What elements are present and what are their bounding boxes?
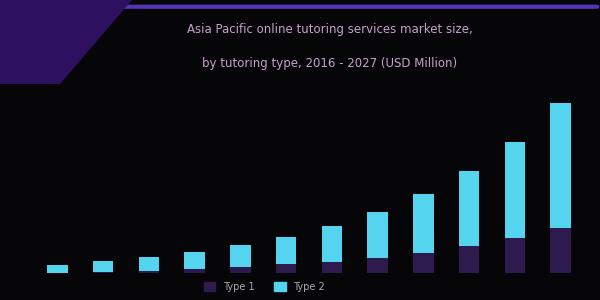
Bar [47,265,68,273]
Bar [230,245,251,267]
Bar [505,142,525,238]
Bar [459,171,479,246]
Bar [93,261,113,272]
Bar [413,253,434,276]
Text: Asia Pacific online tutoring services market size,: Asia Pacific online tutoring services ma… [187,23,473,36]
Bar [276,237,296,264]
Polygon shape [0,0,132,84]
Bar [230,267,251,276]
Bar [184,252,205,269]
Text: by tutoring type, 2016 - 2027 (USD Million): by tutoring type, 2016 - 2027 (USD Milli… [202,56,458,70]
Legend: Type 1, Type 2: Type 1, Type 2 [200,278,329,296]
Bar [276,264,296,276]
Bar [550,228,571,276]
Bar [139,257,159,271]
Bar [322,262,342,276]
Bar [47,273,68,276]
Bar [93,272,113,276]
Bar [367,258,388,276]
Bar [367,212,388,258]
Bar [322,226,342,262]
Bar [139,271,159,276]
Bar [459,246,479,276]
Bar [184,269,205,276]
Bar [550,103,571,228]
Bar [413,194,434,253]
Bar [505,238,525,276]
